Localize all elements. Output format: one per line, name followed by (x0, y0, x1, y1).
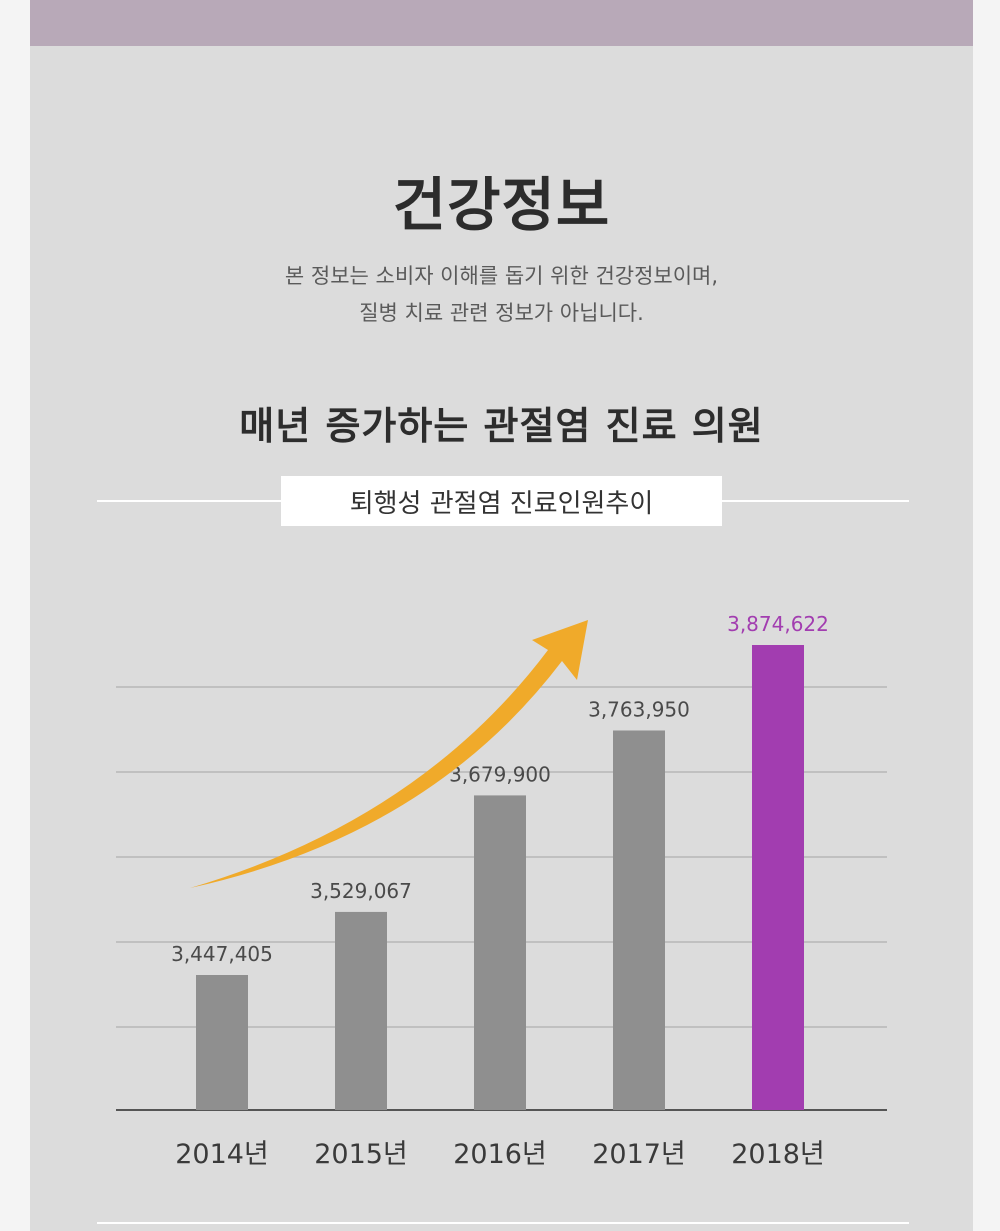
bar-2016년 (474, 795, 526, 1110)
x-tick-label: 2014년 (175, 1139, 269, 1170)
data-label: 3,874,622 (727, 612, 829, 636)
bar-2014년 (196, 975, 248, 1110)
top-band (30, 0, 973, 46)
trend-arrow (190, 620, 588, 888)
x-tick-label: 2017년 (592, 1139, 686, 1170)
data-label: 3,763,950 (588, 697, 690, 721)
x-tick-label: 2015년 (314, 1139, 408, 1170)
x-tick-label: 2016년 (453, 1139, 547, 1170)
x-tick-label: 2018년 (731, 1139, 825, 1170)
bar-2015년 (335, 911, 387, 1110)
page-subtitle: 본 정보는 소비자 이해를 돕기 위한 건강정보이며, 질병 치료 관련 정보가… (30, 258, 973, 332)
section-heading: 매년 증가하는 관절염 진료 의원 (239, 404, 764, 448)
page-title: 건강정보 (392, 171, 611, 239)
bottom-rule (97, 1222, 909, 1224)
bar-2017년 (613, 730, 665, 1110)
data-label: 3,679,900 (449, 762, 551, 786)
bar-2018년 (752, 645, 804, 1110)
subtitle-line-1: 본 정보는 소비자 이해를 돕기 위한 건강정보이며, (284, 264, 719, 288)
chart-title: 퇴행성 관절염 진료인원추이 (281, 476, 722, 526)
data-label: 3,529,067 (310, 879, 412, 903)
subtitle-line-2: 질병 치료 관련 정보가 아닙니다. (359, 301, 644, 325)
data-label: 3,447,405 (171, 942, 273, 966)
